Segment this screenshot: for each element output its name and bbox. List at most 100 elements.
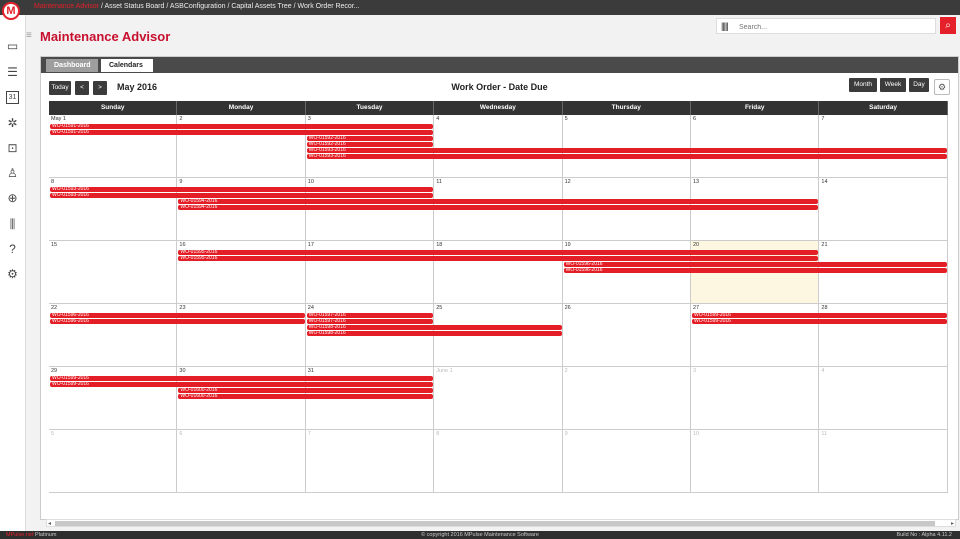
calendar-settings-icon[interactable]: ⚙	[934, 79, 950, 95]
view-month-button[interactable]: Month	[849, 78, 877, 92]
day-cell[interactable]: 6	[691, 115, 820, 178]
footer-brand: MPulse.net Platinum	[6, 531, 56, 539]
day-cell[interactable]: 7	[819, 115, 948, 178]
current-month-label: May 2016	[117, 82, 158, 92]
day-number: 16	[179, 242, 186, 248]
breadcrumb-item-work-order-record[interactable]: Work Order Recor...	[297, 3, 360, 10]
work-order-event[interactable]: WO-01597-2016	[306, 313, 434, 318]
work-order-event[interactable]: WO-01593-2016	[306, 154, 947, 159]
view-day-button[interactable]: Day	[909, 78, 929, 92]
day-number: 27	[693, 305, 700, 311]
vehicle-icon[interactable]: ⊡	[7, 141, 18, 155]
work-order-event[interactable]: WO-01596-2016	[563, 268, 947, 273]
calendar-icon[interactable]: 31	[6, 91, 19, 104]
sidebar: ▭ ☰ 31 ✲ ⊡ ♙ ⊕ ⫼ ? ⚙	[0, 15, 26, 531]
today-button[interactable]: Today	[49, 81, 71, 95]
technician-icon[interactable]: ♙	[7, 166, 18, 180]
work-order-event[interactable]: WO-01600-2016	[178, 394, 434, 399]
day-cell[interactable]: 11	[819, 430, 948, 493]
search-box: |||||	[716, 18, 936, 34]
footer: MPulse.net Platinum © copyright 2016 MPu…	[0, 531, 960, 539]
day-cell[interactable]: 5	[49, 430, 178, 493]
breadcrumb-item-home[interactable]: Maintenance Advisor	[34, 3, 99, 10]
view-week-button[interactable]: Week	[880, 78, 906, 92]
day-cell[interactable]: 4	[819, 367, 948, 430]
day-number: 29	[51, 368, 58, 374]
horizontal-scrollbar[interactable]: ◂ ▸	[46, 519, 956, 527]
day-number: 9	[564, 431, 568, 437]
work-order-event[interactable]: WO-01599-2016	[692, 313, 947, 318]
search-button[interactable]: ⌕	[940, 17, 956, 34]
work-order-event[interactable]: WO-01599-2016	[50, 376, 434, 381]
tab-calendars[interactable]: Calendars	[101, 59, 153, 72]
day-cell[interactable]: 14	[819, 178, 948, 241]
work-order-event[interactable]: WO-01599-2016	[50, 382, 434, 387]
day-number: 22	[51, 305, 58, 311]
monitor-icon[interactable]: ▭	[6, 39, 19, 53]
work-order-event[interactable]: WO-01594-2016	[178, 199, 819, 204]
settings-icon[interactable]: ⚙	[7, 267, 18, 281]
day-cell[interactable]: 7	[305, 430, 435, 493]
day-cell[interactable]: June 1	[434, 367, 563, 430]
work-order-event[interactable]: WO-01592-2016	[306, 142, 434, 147]
day-cell[interactable]: 10	[691, 430, 820, 493]
work-order-event[interactable]: WO-01599-2016	[692, 319, 947, 324]
work-order-event[interactable]: WO-01596-2016	[50, 313, 305, 318]
search-input[interactable]	[737, 20, 931, 34]
work-order-event[interactable]: WO-01595-2016	[178, 250, 819, 255]
day-number: 11	[436, 179, 442, 185]
build-number: Build No : Alpha 4.11.2	[896, 532, 952, 538]
scrollbar-thumb[interactable]	[55, 521, 935, 526]
next-month-button[interactable]: >	[93, 81, 107, 95]
breadcrumb-item-asb-configuration[interactable]: ASBConfiguration	[169, 3, 226, 10]
weekday-header: Sunday	[49, 101, 178, 115]
work-order-event[interactable]: WO-01592-2016	[306, 136, 434, 141]
breadcrumb-item-capital-assets-tree[interactable]: Capital Assets Tree	[231, 3, 292, 10]
work-order-event[interactable]: WO-01600-2016	[178, 388, 434, 393]
day-cell[interactable]: 26	[562, 304, 691, 367]
inventory-icon[interactable]: ⫼	[9, 217, 16, 231]
work-order-event[interactable]: WO-01591-2016	[50, 124, 434, 129]
work-order-event[interactable]: WO-01593-2016	[50, 187, 434, 192]
day-number: 7	[821, 116, 825, 122]
day-number: 3	[693, 368, 697, 374]
work-order-event[interactable]: WO-01595-2016	[178, 256, 819, 261]
day-cell[interactable]: 2	[562, 367, 691, 430]
work-order-event[interactable]: WO-01591-2016	[50, 130, 434, 135]
day-cell[interactable]: 9	[562, 430, 691, 493]
day-cell[interactable]: 8	[434, 430, 563, 493]
app-logo[interactable]: M	[2, 2, 20, 20]
work-order-event[interactable]: WO-01593-2016	[306, 148, 947, 153]
breadcrumb: Maintenance Advisor / Asset Status Board…	[34, 3, 360, 10]
breadcrumb-item-asset-status-board[interactable]: Asset Status Board	[104, 3, 165, 10]
day-cell[interactable]: 4	[434, 115, 563, 178]
sidebar-toggle-icon[interactable]: ≡	[26, 30, 32, 41]
top-bar: Maintenance Advisor / Asset Status Board…	[0, 0, 960, 15]
list-icon[interactable]: ☰	[7, 65, 18, 79]
work-order-event[interactable]: WO-01596-2016	[563, 262, 947, 267]
work-order-event[interactable]: WO-01598-2016	[306, 325, 562, 330]
day-number: 4	[436, 116, 440, 122]
day-cell[interactable]: 6	[177, 430, 306, 493]
barcode-icon[interactable]: |||||	[721, 21, 729, 31]
day-number: 14	[821, 179, 828, 185]
day-cell[interactable]: 5	[562, 115, 691, 178]
scroll-right-icon[interactable]: ▸	[950, 521, 954, 527]
day-number: 18	[436, 242, 443, 248]
day-cell[interactable]: 3	[691, 367, 820, 430]
scroll-left-icon[interactable]: ◂	[48, 521, 52, 527]
work-order-event[interactable]: WO-01597-2016	[306, 319, 434, 324]
tab-dashboard[interactable]: Dashboard	[46, 59, 98, 72]
tab-bar: Dashboard Calendars	[41, 57, 958, 73]
help-icon[interactable]: ?	[9, 242, 16, 256]
work-order-event[interactable]: WO-01598-2016	[306, 331, 562, 336]
day-cell[interactable]: 15	[49, 241, 178, 304]
lock-icon[interactable]: ⊕	[7, 191, 18, 205]
day-number: 28	[821, 305, 828, 311]
work-order-event[interactable]: WO-01594-2016	[178, 205, 819, 210]
prev-month-button[interactable]: <	[75, 81, 89, 95]
day-number: 12	[564, 179, 571, 185]
work-order-event[interactable]: WO-01596-2016	[50, 319, 305, 324]
work-order-event[interactable]: WO-01593-2016	[50, 193, 434, 198]
asset-wheel-icon[interactable]: ✲	[7, 116, 18, 130]
